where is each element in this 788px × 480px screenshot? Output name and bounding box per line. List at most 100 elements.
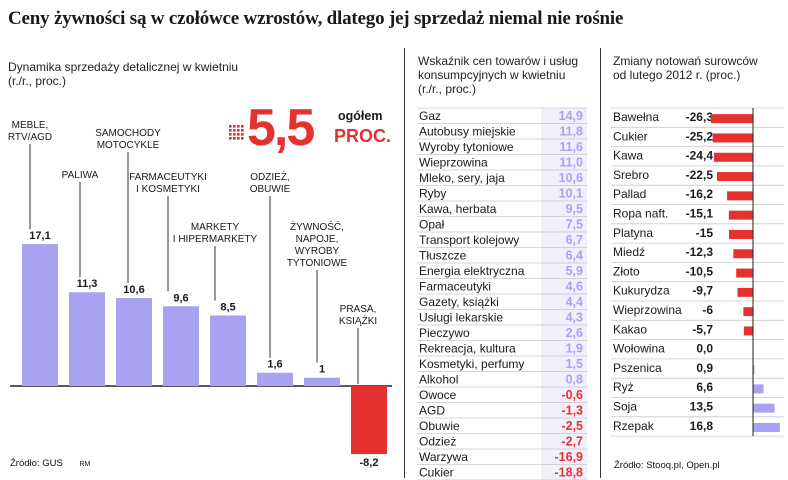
commodity-label: Kukurydza [613, 284, 670, 298]
category-label: WYROBY [295, 246, 340, 257]
cpi-row-label: Pieczywo [419, 326, 470, 340]
separator-2 [600, 48, 601, 478]
cpi-row-label: Ryby [419, 187, 446, 201]
sales-chart-subtitle: (r./r., proc.) [8, 74, 67, 88]
commodity-label: Miedź [613, 245, 645, 259]
bar-value-label: 1 [319, 364, 325, 376]
commodity-bar [753, 365, 755, 375]
commodity-label: Soja [613, 400, 637, 414]
commodity-value: -9,7 [692, 284, 713, 298]
commodity-value: -10,5 [686, 264, 714, 278]
bar [257, 372, 293, 386]
cpi-row-value: -16,9 [555, 450, 584, 464]
cpi-row-value: 6,4 [566, 249, 583, 263]
cpi-row-value: -2,5 [561, 419, 583, 433]
cpi-row-label: Gazety, książki [419, 295, 499, 309]
cpi-row-value: -1,3 [561, 404, 583, 418]
sales-source: Źródło: GUS RM [10, 458, 90, 469]
commodity-bar [737, 287, 753, 297]
commodity-bar [717, 172, 753, 182]
cpi-row-label: Gaz [419, 109, 441, 123]
commodity-label: Kakao [613, 322, 647, 336]
commodity-label: Rzepak [613, 419, 655, 433]
cpi-row-label: Autobusy miejskie [419, 125, 516, 139]
commodity-label: Kawa [613, 149, 643, 163]
cpi-row-value: 4,3 [566, 311, 583, 325]
cpi-row-label: AGD [419, 404, 445, 418]
commodity-label: Ryż [613, 380, 634, 394]
sales-source-text: Źródło: GUS [10, 458, 63, 469]
cpi-title-line-2: konsumpcyjnych w kwietniu [418, 68, 566, 82]
bar-value-label: 9,6 [173, 292, 188, 304]
commodity-bar [727, 191, 753, 201]
commodity-bar [753, 403, 775, 413]
commodity-value: 6,6 [696, 380, 713, 394]
bar-value-label: 10,6 [123, 284, 144, 296]
sales-chart-title-text: Dynamika sprzedaży detalicznej w kwietni… [8, 60, 239, 74]
commodity-value: -22,5 [686, 168, 714, 182]
sales-chart-title: Dynamika sprzedaży detalicznej w kwietni… [8, 60, 238, 88]
commodity-value: -6 [702, 303, 713, 317]
bar-value-label: 17,1 [29, 230, 50, 242]
category-label: PRASA, [340, 304, 377, 315]
cpi-row-value: 1,9 [566, 342, 583, 356]
commodity-bar [713, 152, 753, 162]
category-label: SAMOCHODY [95, 128, 161, 139]
commodity-bar [733, 249, 753, 259]
page-title: Ceny żywności są w czołówce wzrostów, dl… [8, 8, 624, 29]
commodity-value: -5,7 [692, 322, 713, 336]
separator-1 [404, 48, 405, 478]
commodity-value: -16,2 [686, 187, 714, 201]
bar [304, 377, 340, 386]
grid-icon [229, 125, 244, 140]
headline-total: 5,5 ogółem PROC. [229, 99, 391, 157]
cpi-row-value: 11,6 [559, 140, 583, 154]
commodity-label: Ropa naft. [613, 207, 668, 221]
bar-value-label: -8,2 [360, 457, 379, 469]
commodity-value: 16,8 [690, 419, 714, 433]
commodity-value: 0,0 [696, 342, 713, 356]
bar [210, 315, 246, 386]
commodity-value: -15,1 [686, 207, 714, 221]
cpi-row-value: -18,8 [555, 466, 584, 480]
cpi-row-label: Kosmetyki, perfumy [419, 357, 524, 371]
bar-value-label: 1,6 [267, 359, 282, 371]
commodity-value: -24,4 [686, 149, 714, 163]
category-label: PALIWA [62, 170, 99, 181]
cpi-row-value: 14,9 [559, 109, 583, 123]
commodity-bar [743, 307, 753, 317]
sales-chart: 5,5 ogółem PROC. 17,1 MEBLE,RTV/AGD 11,3 PALIW… [8, 99, 392, 469]
commodity-bar [729, 229, 753, 239]
bar-value-label: 11,3 [77, 278, 98, 290]
category-label: ODZIEŻ, [250, 170, 289, 183]
cpi-row-label: Wieprzowina [419, 156, 488, 170]
cpi-table: Gaz 14,9 Autobusy miejskie 11,8 Wyroby tyton… [417, 107, 587, 480]
cpi-row-value: 11,0 [559, 156, 583, 170]
cpi-row-label: Obuwie [419, 419, 460, 433]
cpi-row-label: Farmaceutyki [419, 280, 491, 294]
cpi-row-value: 1,5 [566, 357, 583, 371]
cpi-row-label: Warzywa [419, 450, 468, 464]
category-label: I KOSMETYKI [136, 184, 200, 195]
cpi-row-label: Alkohol [419, 373, 458, 387]
commodity-label: Złoto [613, 264, 640, 278]
commodity-chart: Bawełna -26,3 Cukier -25,2 Kawa -24,4 Srebro -2… [611, 107, 784, 437]
bar [351, 386, 387, 455]
commodity-label: Pallad [613, 187, 646, 201]
commodity-bar [753, 384, 764, 394]
category-label: TYTONIOWE [287, 258, 348, 269]
cpi-row-value: 10,6 [559, 171, 583, 185]
cpi-row-value: 2,6 [566, 326, 583, 340]
category-label: MEBLE, [12, 120, 49, 131]
sales-author: RM [79, 461, 91, 468]
cpi-row-label: Mleko, sery, jaja [419, 171, 505, 185]
cpi-row-value: 0,8 [566, 373, 583, 387]
cpi-row-value: 6,7 [566, 233, 583, 247]
category-label: OBUWIE [250, 184, 291, 195]
category-label: KSIĄŻKI [339, 314, 377, 327]
commodity-value: 13,5 [690, 400, 714, 414]
cpi-row-label: Transport kolejowy [419, 233, 519, 247]
commodity-value: -15 [696, 226, 714, 240]
cpi-row-value: 5,9 [566, 264, 583, 278]
commodity-title-line-1: Zmiany notowań surowców [613, 54, 758, 68]
